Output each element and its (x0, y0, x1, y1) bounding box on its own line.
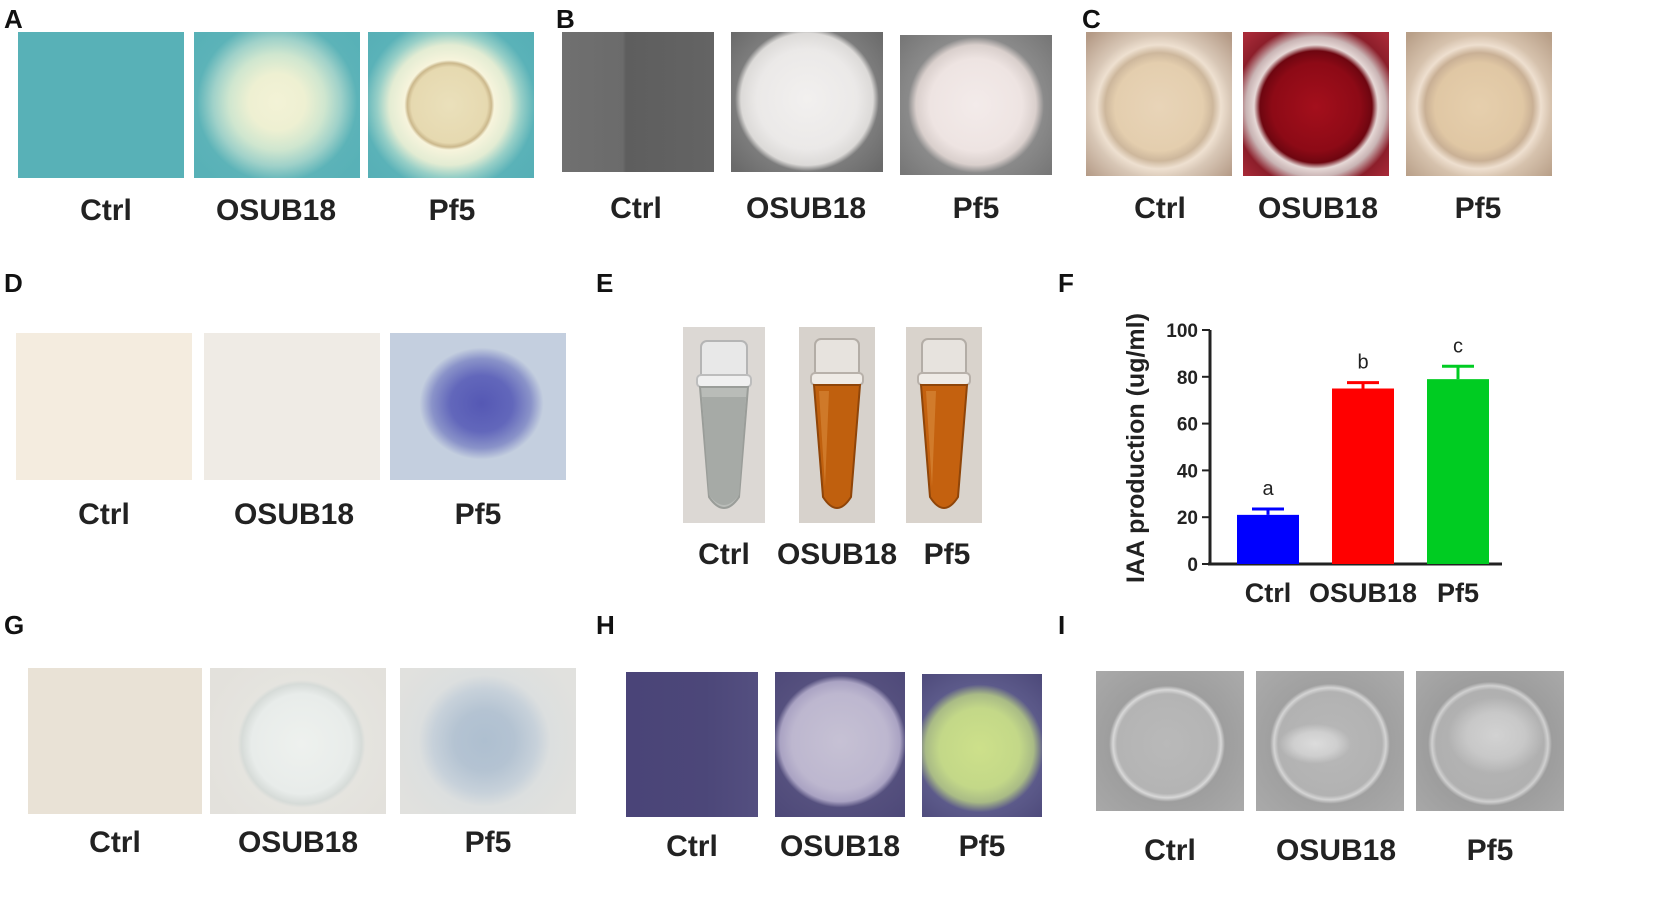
panel-letter-e: E (596, 268, 614, 298)
panel-e-label-ctrl: Ctrl (698, 538, 750, 571)
y-axis-title: IAA production (ug/ml) (1122, 313, 1150, 583)
panel-d-pf5-paper (390, 333, 566, 480)
panel-a-pf5-plate (368, 32, 534, 178)
panel-g-osub18-plate (210, 668, 386, 814)
x-category-label: Pf5 (1437, 578, 1479, 608)
panel-letter-f: F (1058, 268, 1074, 298)
panel-e-label-osub18: OSUB18 (776, 538, 898, 571)
panel-letter-i: I (1058, 610, 1066, 640)
significance-letter: b (1357, 352, 1368, 374)
panel-h-label-ctrl: Ctrl (666, 830, 718, 863)
panel-d-label-pf5: Pf5 (454, 498, 502, 531)
panel-a-label-pf5: Pf5 (428, 194, 476, 227)
panel-c-ctrl-well (1086, 32, 1232, 176)
y-tick-label: 40 (1177, 461, 1198, 482)
y-tick-label: 20 (1177, 508, 1198, 529)
panel-h-osub18-plate (775, 672, 905, 817)
bar-ctrl (1237, 514, 1299, 564)
iaa-bar-chart: 0 20 40 60 80 100 a Ctrl b OSUB18 c Pf5 IAA produc… (1122, 313, 1502, 608)
panel-i-ctrl-plate (1096, 671, 1244, 811)
panel-letter-h: H (596, 610, 615, 640)
panel-h-label-osub18: OSUB18 (779, 830, 901, 863)
panel-e-label-pf5: Pf5 (923, 538, 971, 571)
y-tick-label: 60 (1177, 415, 1198, 436)
panel-d-label-osub18: OSUB18 (233, 498, 355, 531)
panel-h-ctrl-plate (626, 672, 758, 817)
panel-b-label-pf5: Pf5 (952, 192, 1000, 225)
bar-osub18 (1332, 388, 1394, 564)
y-tick-label: 80 (1177, 368, 1198, 389)
panel-c-osub18-well (1243, 32, 1389, 176)
panel-c-label-pf5: Pf5 (1454, 192, 1502, 225)
panel-e-pf5-tube (906, 327, 982, 523)
bar-pf5 (1427, 379, 1489, 564)
panel-b-ctrl-plate (562, 32, 714, 172)
significance-letter: c (1453, 335, 1463, 357)
panel-i-label-osub18: OSUB18 (1275, 834, 1397, 867)
panel-i-label-pf5: Pf5 (1466, 834, 1514, 867)
panel-a-label-osub18: OSUB18 (215, 194, 337, 227)
panel-d-label-ctrl: Ctrl (78, 498, 130, 531)
x-category-label: Ctrl (1245, 578, 1292, 608)
panel-e-ctrl-tube (683, 327, 765, 523)
panel-b-osub18-plate (731, 32, 883, 172)
panel-i-pf5-plate (1416, 671, 1564, 811)
panel-c-label-ctrl: Ctrl (1134, 192, 1186, 225)
panel-a-label-ctrl: Ctrl (80, 194, 132, 227)
panel-c-pf5-well (1406, 32, 1552, 176)
panel-letter-g: G (4, 610, 25, 640)
panel-letter-a: A (4, 4, 23, 34)
panel-letter-c: C (1082, 4, 1101, 34)
panel-d-ctrl-paper (16, 333, 192, 480)
panel-g-ctrl-plate (28, 668, 202, 814)
panel-i-label-ctrl: Ctrl (1144, 834, 1196, 867)
panel-letter-b: B (556, 4, 575, 34)
panel-c-label-osub18: OSUB18 (1257, 192, 1379, 225)
panel-d-osub18-paper (204, 333, 380, 480)
panel-g-label-pf5: Pf5 (464, 826, 512, 859)
x-category-label: OSUB18 (1309, 578, 1417, 608)
panel-b-label-osub18: OSUB18 (745, 192, 867, 225)
panel-g-label-osub18: OSUB18 (237, 826, 359, 859)
panel-h-pf5-plate (922, 674, 1042, 817)
panel-i-osub18-plate (1256, 671, 1404, 811)
panel-g-pf5-plate (400, 668, 576, 814)
y-tick-label: 100 (1166, 321, 1198, 342)
panel-h-label-pf5: Pf5 (958, 830, 1006, 863)
panel-a-ctrl-plate (18, 32, 184, 178)
panel-letter-d: D (4, 268, 23, 298)
panel-e-osub18-tube (799, 327, 875, 523)
panel-b-pf5-plate (900, 35, 1052, 175)
panel-b-label-ctrl: Ctrl (610, 192, 662, 225)
significance-letter: a (1262, 478, 1274, 500)
panel-a-osub18-plate (194, 32, 360, 178)
y-tick-label: 0 (1187, 555, 1198, 576)
panel-g-label-ctrl: Ctrl (89, 826, 141, 859)
